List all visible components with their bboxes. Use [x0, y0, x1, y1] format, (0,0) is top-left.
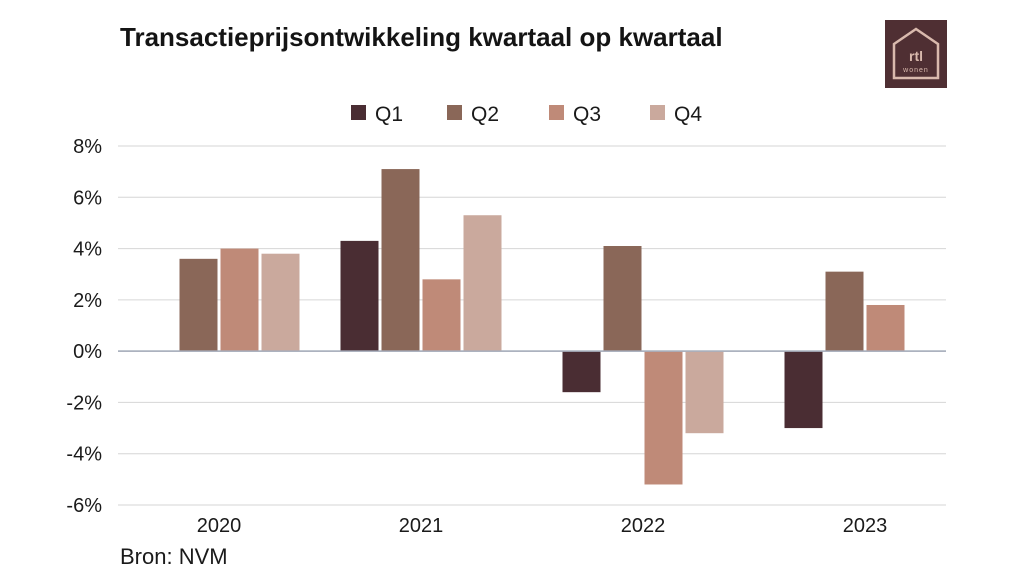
bar-2023-Q1 [784, 351, 823, 429]
legend-label-Q4: Q4 [674, 103, 702, 126]
legend: Q1 Q2 Q3 Q4 [351, 103, 702, 126]
legend-swatch-Q2 [447, 105, 462, 120]
y-tick-label: -2% [66, 392, 102, 414]
bar-2020-Q3 [220, 248, 259, 352]
axes: 8% 6% 4% 2% 0% -2% -4% -6% 2020 2021 2022 2023 [66, 136, 887, 537]
y-tick-label: 2% [73, 290, 102, 312]
bar-2023-Q2 [825, 271, 864, 352]
y-tick-label: -6% [66, 495, 102, 517]
bar-2021-Q2 [381, 169, 420, 352]
x-tick-label: 2020 [197, 515, 242, 537]
x-tick-label: 2021 [399, 515, 444, 537]
bar-2020-Q2 [179, 258, 218, 352]
house-icon: rtl wonen [892, 27, 940, 80]
y-tick-label: 0% [73, 341, 102, 363]
logo-top-text: rtl [909, 48, 923, 64]
y-tick-label: 8% [73, 136, 102, 158]
bar-2021-Q1 [340, 240, 379, 352]
legend-swatch-Q1 [351, 105, 366, 120]
source-note: Bron: NVM [120, 544, 228, 569]
bar-2021-Q4 [463, 215, 502, 352]
legend-label-Q1: Q1 [375, 103, 403, 126]
bars [118, 169, 946, 485]
bar-2022-Q3 [644, 351, 683, 485]
bar-2022-Q1 [562, 351, 601, 393]
logo-bottom-text: wonen [902, 67, 929, 74]
legend-label-Q3: Q3 [573, 103, 601, 126]
bar-2022-Q2 [603, 246, 642, 352]
y-tick-label: -4% [66, 444, 102, 466]
x-tick-label: 2023 [843, 515, 888, 537]
x-tick-label: 2022 [621, 515, 666, 537]
bar-2021-Q3 [422, 279, 461, 352]
bar-2020-Q4 [261, 253, 300, 352]
bar-2023-Q3 [866, 304, 905, 352]
chart-title: Transactieprijsontwikkeling kwartaal op … [120, 22, 723, 52]
legend-swatch-Q3 [549, 105, 564, 120]
rtl-wonen-logo: rtl wonen [885, 20, 947, 88]
y-tick-label: 4% [73, 239, 102, 261]
bar-2022-Q4 [685, 351, 724, 434]
legend-label-Q2: Q2 [471, 103, 499, 126]
legend-swatch-Q4 [650, 105, 665, 120]
y-tick-label: 6% [73, 187, 102, 209]
